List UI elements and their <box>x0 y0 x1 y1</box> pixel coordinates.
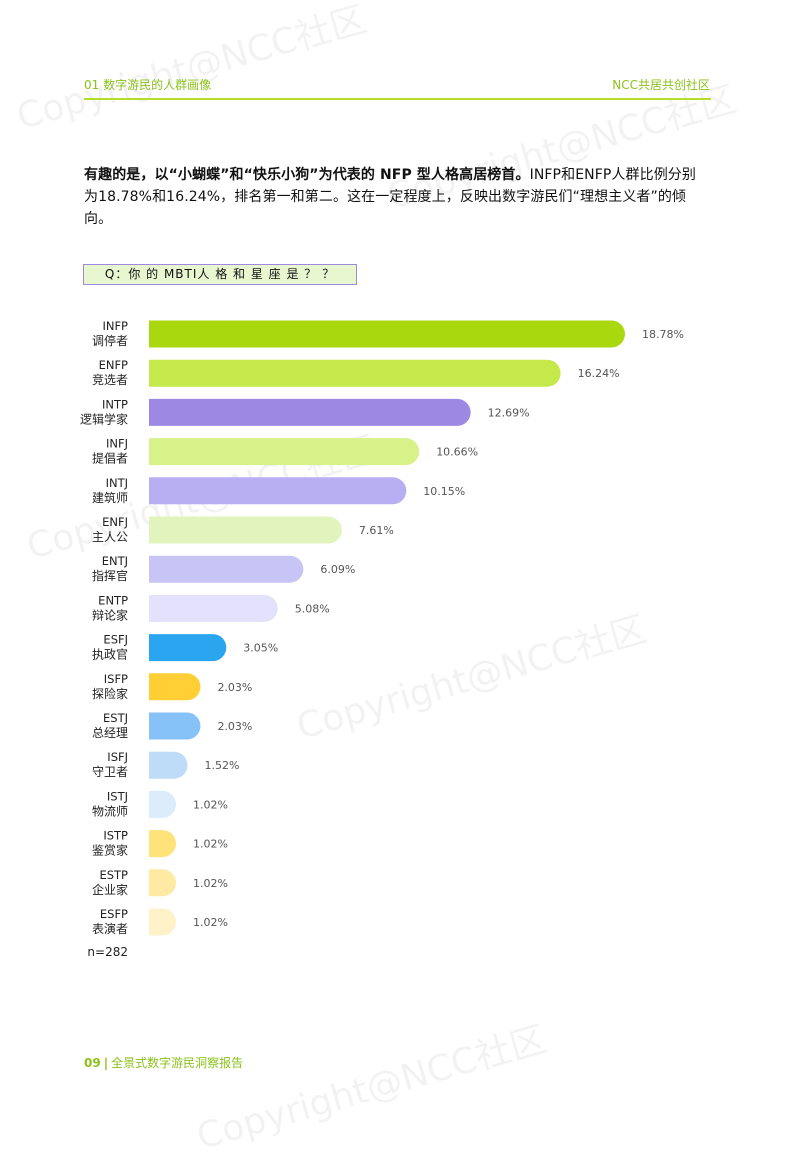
category-name-label: 竞选者 <box>92 373 128 387</box>
value-label: 1.02% <box>193 798 228 811</box>
bar-estp <box>149 869 176 897</box>
bar-entp <box>149 594 278 622</box>
category-code-label: INTP <box>102 397 128 411</box>
value-label: 7.61% <box>359 524 394 537</box>
category-code-label: ENFP <box>99 358 128 372</box>
page-number: 09 <box>84 1056 101 1070</box>
watermark: Copyright@NCC社区 <box>192 1019 551 1159</box>
value-label: 10.66% <box>436 446 478 459</box>
value-label: 5.08% <box>295 602 330 615</box>
category-code-label: ISTP <box>103 829 128 843</box>
category-code-label: ENFJ <box>102 515 128 529</box>
category-code-label: ISTJ <box>107 789 128 803</box>
bar-esfj <box>149 634 227 662</box>
value-label: 3.05% <box>243 642 278 655</box>
category-name-label: 主人公 <box>92 530 128 544</box>
category-code-label: ESFJ <box>103 633 128 647</box>
sample-size-note: n=282 <box>87 945 128 959</box>
footer-separator: | <box>103 1056 109 1070</box>
bar-entj <box>149 555 304 583</box>
category-code-label: ENTJ <box>102 554 128 568</box>
category-code-label: ENTP <box>98 593 128 607</box>
bar-enfj <box>149 516 342 544</box>
bar-infp <box>149 320 625 348</box>
category-name-label: 守卫者 <box>92 765 128 779</box>
value-label: 6.09% <box>320 563 355 576</box>
value-label: 12.69% <box>488 406 530 419</box>
bar-intj <box>149 477 407 505</box>
bar-estj <box>149 712 201 740</box>
category-name-label: 逻辑学家 <box>80 411 128 426</box>
bar-intp <box>149 398 471 426</box>
bar-enfp <box>149 359 561 387</box>
bar-istj <box>149 790 176 818</box>
bar-esfp <box>149 908 176 936</box>
section-title: 01 数字游民的人群画像 <box>84 78 212 92</box>
value-label: 1.02% <box>193 877 228 890</box>
category-code-label: ISFJ <box>107 750 128 764</box>
value-label: 1.02% <box>193 838 228 851</box>
category-name-label: 指挥官 <box>92 568 128 583</box>
value-label: 10.15% <box>423 485 465 498</box>
category-code-label: ESFP <box>100 907 128 921</box>
category-name-label: 执政官 <box>92 647 128 662</box>
value-label: 18.78% <box>642 328 684 341</box>
intro-text: INFP和ENFP人群比例分别为18.78%和16.24%，排名第一和第二。这在… <box>84 167 697 227</box>
brand-name: NCC共居共创社区 <box>612 78 710 92</box>
category-name-label: 提倡者 <box>92 451 128 466</box>
bar-istp <box>149 830 176 858</box>
intro-highlight: 有趣的是，以“小蝴蝶”和“快乐小狗”为代表的 NFP 型人格高居榜首。 <box>84 167 530 183</box>
category-code-label: ESTJ <box>103 711 128 725</box>
intro-paragraph: 有趣的是，以“小蝴蝶”和“快乐小狗”为代表的 NFP 型人格高居榜首。INFP和… <box>84 164 710 230</box>
category-name-label: 总经理 <box>92 726 128 740</box>
value-label: 2.03% <box>217 681 252 694</box>
survey-question: Q：你 的 MBTI人 格 和 星 座 是 ？ ？ <box>83 264 357 285</box>
category-code-label: ESTP <box>99 868 128 882</box>
category-name-label: 鉴赏家 <box>92 843 128 858</box>
bar-isfp <box>149 673 201 701</box>
footer: 09 | 全景式数字游民洞察报告 <box>84 1054 243 1071</box>
category-name-label: 表演者 <box>92 921 128 936</box>
category-code-label: INFP <box>102 319 128 333</box>
category-name-label: 企业家 <box>92 882 128 897</box>
category-name-label: 辩论家 <box>92 607 128 622</box>
category-name-label: 建筑师 <box>92 490 128 505</box>
category-name-label: 探险家 <box>92 686 128 701</box>
category-code-label: INFJ <box>106 437 128 451</box>
bar-infj <box>149 438 420 466</box>
category-code-label: ISFP <box>104 672 128 686</box>
category-name-label: 调停者 <box>92 333 128 348</box>
report-title: 全景式数字游民洞察报告 <box>111 1056 244 1070</box>
value-label: 16.24% <box>578 367 620 380</box>
category-name-label: 物流师 <box>92 804 128 818</box>
category-code-label: INTJ <box>106 476 128 490</box>
value-label: 2.03% <box>217 720 252 733</box>
bar-isfj <box>149 751 188 779</box>
value-label: 1.02% <box>193 916 228 929</box>
header-divider <box>84 98 711 100</box>
value-label: 1.52% <box>205 759 240 772</box>
